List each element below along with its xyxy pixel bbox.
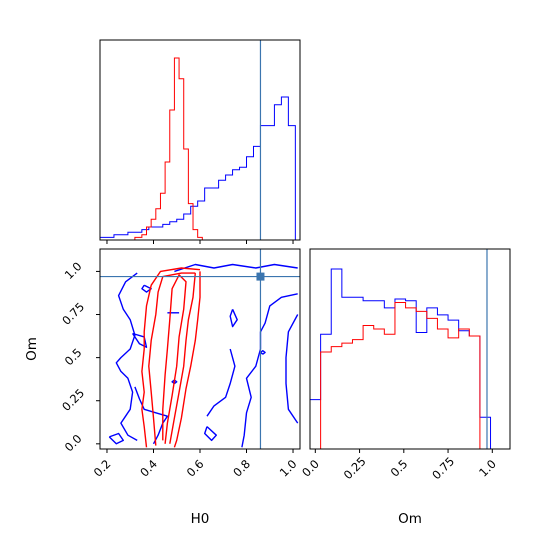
om-hist-frame — [309, 248, 511, 450]
contour-series_a — [204, 426, 217, 442]
y-axis-label-om: Om — [24, 337, 40, 361]
contour-series_b — [162, 274, 187, 444]
contour-xtick-label: 0.8 — [230, 457, 253, 480]
om-histogram — [310, 249, 502, 449]
x-axis-label-h0: H0 — [191, 511, 210, 527]
contour-series_a — [134, 386, 169, 445]
contour-series_a — [206, 348, 236, 417]
contour-ytick-label: 0.5 — [62, 345, 85, 368]
om-hist-xtick-label: 1.0 — [476, 457, 499, 480]
h0-om-contours — [100, 249, 300, 449]
contour-series_a — [115, 272, 138, 442]
contour-series_a — [174, 263, 298, 273]
contour-series_a — [132, 332, 148, 348]
x-axis-label-om: Om — [398, 511, 422, 527]
contour-series_b — [148, 272, 196, 446]
om-hist-series_b — [310, 302, 502, 449]
om-hist-xtick-label: 0.5 — [388, 457, 411, 480]
contour-series_a — [241, 293, 298, 448]
contour-series_a — [141, 284, 152, 293]
contour-series_a — [229, 309, 238, 328]
contour-xtick-label: 1.0 — [277, 457, 300, 480]
h0-hist-series_b — [100, 57, 296, 240]
contour-ytick-label: 0.0 — [62, 432, 85, 455]
contour-xtick-label: 0.4 — [137, 457, 160, 480]
contour-series_b — [169, 273, 196, 444]
contour-series_a — [108, 432, 124, 445]
h0-hist-series_a — [100, 96, 296, 240]
om-hist-xtick-label: 0.25 — [341, 454, 369, 482]
contour-series_b — [173, 271, 201, 448]
h0-hist-frame — [99, 39, 301, 241]
contour-series_b — [141, 267, 201, 448]
om-hist-xtick-label: 0.0 — [299, 457, 322, 480]
contour-series_a — [259, 350, 266, 355]
truth-point-marker — [256, 272, 265, 281]
contour-xtick-label: 0.6 — [184, 457, 207, 480]
contour-ytick-label: 0.75 — [59, 300, 87, 328]
contour-series_a — [285, 314, 299, 424]
om-hist-xtick-label: 0.75 — [429, 454, 457, 482]
contour-xtick-label: 0.2 — [91, 457, 114, 480]
om-hist-series_a — [310, 268, 502, 449]
h0-histogram — [100, 40, 296, 240]
contour-ytick-label: 1.0 — [62, 259, 85, 282]
contour-ytick-label: 0.25 — [59, 386, 87, 414]
